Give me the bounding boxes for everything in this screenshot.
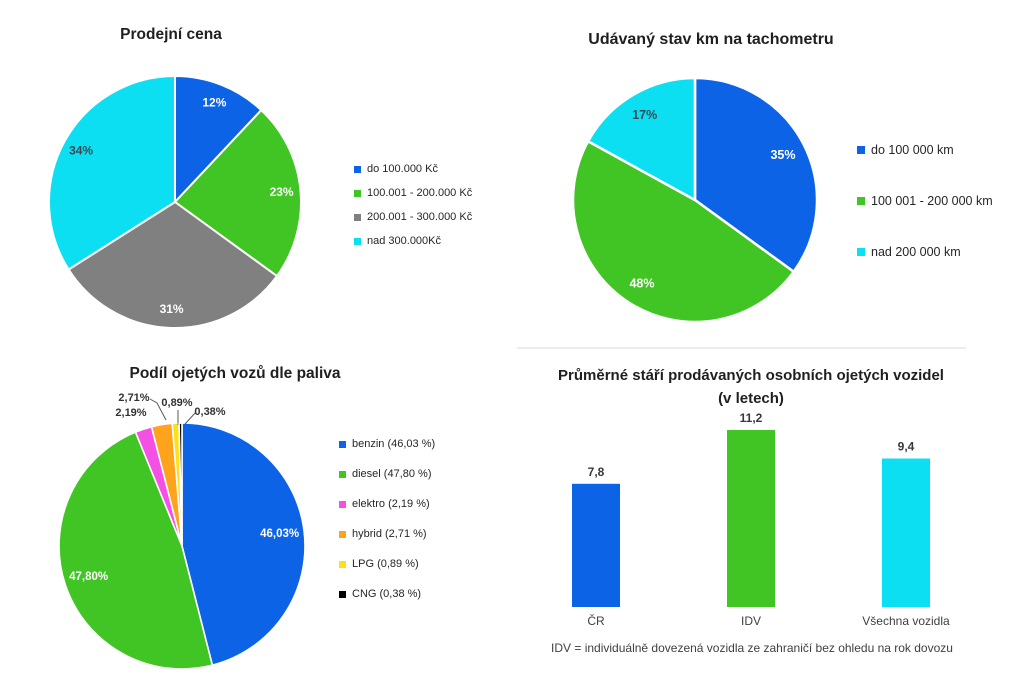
legend-label: diesel (47,80 %) <box>352 468 432 480</box>
legend-swatch-icon <box>354 213 361 221</box>
legend-label: nad 200 000 km <box>871 245 961 259</box>
chart-legend: benzin (46,03 %) diesel (47,80 %) elektro … <box>339 438 435 618</box>
bar-category-label: ČR <box>587 613 605 628</box>
bar-category-label: Všechna vozidla <box>862 614 950 628</box>
pie-slice-label: 35% <box>770 148 795 162</box>
legend-swatch-icon <box>857 248 865 256</box>
chart-title: Podíl ojetých vozů dle paliva <box>129 365 341 382</box>
legend-item: do 100.000 Kč <box>354 163 472 175</box>
legend-swatch-icon <box>339 441 346 448</box>
pie-slice <box>586 76 697 202</box>
legend-swatch-icon <box>339 561 346 568</box>
pie-slice <box>174 109 302 278</box>
legend-item: CNG (0,38 %) <box>339 588 435 601</box>
pie-slice-label: 12% <box>202 95 226 109</box>
chart-title: Prodejní cena <box>120 26 222 43</box>
legend-item: elektro (2,19 %) <box>339 498 435 511</box>
section-divider <box>517 347 966 349</box>
legend-label: nad 300.000Kč <box>367 235 442 247</box>
legend-item: nad 200 000 km <box>857 245 993 259</box>
chart-panel-stav-km: Udávaný stav km na tachometru 35% 48% 17% … <box>512 0 1024 341</box>
pie-slice <box>58 431 214 670</box>
legend-item: 200.001 - 300.000 Kč <box>354 211 472 223</box>
label-leader-line <box>184 411 197 425</box>
legend-swatch-icon <box>339 591 346 598</box>
label-leader-line <box>149 398 167 421</box>
chart-title: Udávaný stav km na tachometru <box>588 31 834 48</box>
pie-slice-label: 34% <box>69 143 93 157</box>
legend-label: do 100.000 Kč <box>367 163 438 175</box>
legend-swatch-icon <box>339 531 346 538</box>
pie-slice-label: 17% <box>632 108 657 122</box>
legend-item: diesel (47,80 %) <box>339 468 435 481</box>
pie-slice-label: 0,38% <box>194 406 225 418</box>
pie-slice <box>571 139 795 324</box>
legend-label: 100 001 - 200 000 km <box>871 194 993 208</box>
legend-item: LPG (0,89 %) <box>339 558 435 571</box>
bar <box>882 458 930 607</box>
legend-label: do 100 000 km <box>871 143 954 157</box>
legend-swatch-icon <box>339 471 346 478</box>
pie-slice-label: 47,80% <box>69 571 108 583</box>
legend-item: 100 001 - 200 000 km <box>857 194 993 208</box>
chart-panel-prumerne-stari: Průměrné stáří prodávaných osobních ojet… <box>512 341 1024 683</box>
legend-label: elektro (2,19 %) <box>352 498 430 510</box>
pie-slice <box>693 76 819 273</box>
legend-swatch-icon <box>354 189 361 197</box>
legend-swatch-icon <box>857 197 865 205</box>
bar <box>727 430 775 607</box>
pie-slice-label: 2,71% <box>118 392 149 404</box>
bar-chart-prumerne-stari: 7,8 ČR 11,2 IDV 9,4 Všechna vozidla <box>572 411 950 628</box>
chart-title: Průměrné stáří prodávaných osobních ojet… <box>512 364 990 410</box>
legend-item: benzin (46,03 %) <box>339 438 435 451</box>
pie-chart-stav-km: 35% 48% 17% <box>571 76 819 324</box>
chart-legend: do 100.000 Kč 100.001 - 200.000 Kč 200.001… <box>354 163 472 259</box>
chart-footnote: IDV = individuálně dovezená vozidla ze z… <box>551 641 953 655</box>
pie-slice <box>67 201 278 330</box>
pie-slice-label: 48% <box>629 276 654 290</box>
bar-value-label: 7,8 <box>588 465 605 479</box>
bar-category-label: IDV <box>741 614 761 628</box>
pie-chart-paliva: 46,03% 47,80% 2,19% 2,71% 0,89%0,38% <box>58 392 306 670</box>
pie-slice <box>178 422 183 547</box>
legend-label: hybrid (2,71 %) <box>352 528 427 540</box>
chart-subtitle: (v letech) <box>718 390 784 407</box>
pie-slice <box>181 422 306 666</box>
legend-label: CNG (0,38 %) <box>352 588 422 600</box>
pie-slice-label: 46,03% <box>260 528 299 540</box>
legend-item: nad 300.000Kč <box>354 235 472 247</box>
legend-swatch-icon <box>857 146 865 154</box>
legend-item: 100.001 - 200.000 Kč <box>354 187 472 199</box>
pie-chart-prodejni-cena: 12% 23% 31% 34% <box>48 75 302 330</box>
legend-swatch-icon <box>354 165 361 173</box>
chart-panel-prodejni-cena: Prodejní cena 12% 23% 31% 34% do 100.000 Kč… <box>0 0 512 341</box>
pie-slice <box>174 75 263 203</box>
legend-item: do 100 000 km <box>857 143 993 157</box>
bar-value-label: 11,2 <box>740 411 763 425</box>
chart-legend: do 100 000 km 100 001 - 200 000 km nad 200… <box>857 143 993 296</box>
bar-value-label: 9,4 <box>898 440 915 454</box>
pie-slice-label: 0,89% <box>161 397 192 409</box>
pie-slice-label: 23% <box>270 185 294 199</box>
legend-label: 200.001 - 300.000 Kč <box>367 211 473 223</box>
legend-item: hybrid (2,71 %) <box>339 528 435 541</box>
legend-swatch-icon <box>354 237 361 245</box>
bar <box>572 483 620 607</box>
legend-label: 100.001 - 200.000 Kč <box>367 187 473 199</box>
legend-label: LPG (0,89 %) <box>352 558 419 570</box>
pie-slice-label: 31% <box>160 302 184 316</box>
legend-swatch-icon <box>339 501 346 508</box>
pie-slice <box>48 75 176 271</box>
chart-title-line1: Průměrné stáří prodávaných osobních ojet… <box>558 367 944 384</box>
pie-slice-label: 2,19% <box>115 407 146 419</box>
chart-panel-paliva: Podíl ojetých vozů dle paliva 46,03% 47,8… <box>0 341 512 683</box>
legend-label: benzin (46,03 %) <box>352 438 436 450</box>
